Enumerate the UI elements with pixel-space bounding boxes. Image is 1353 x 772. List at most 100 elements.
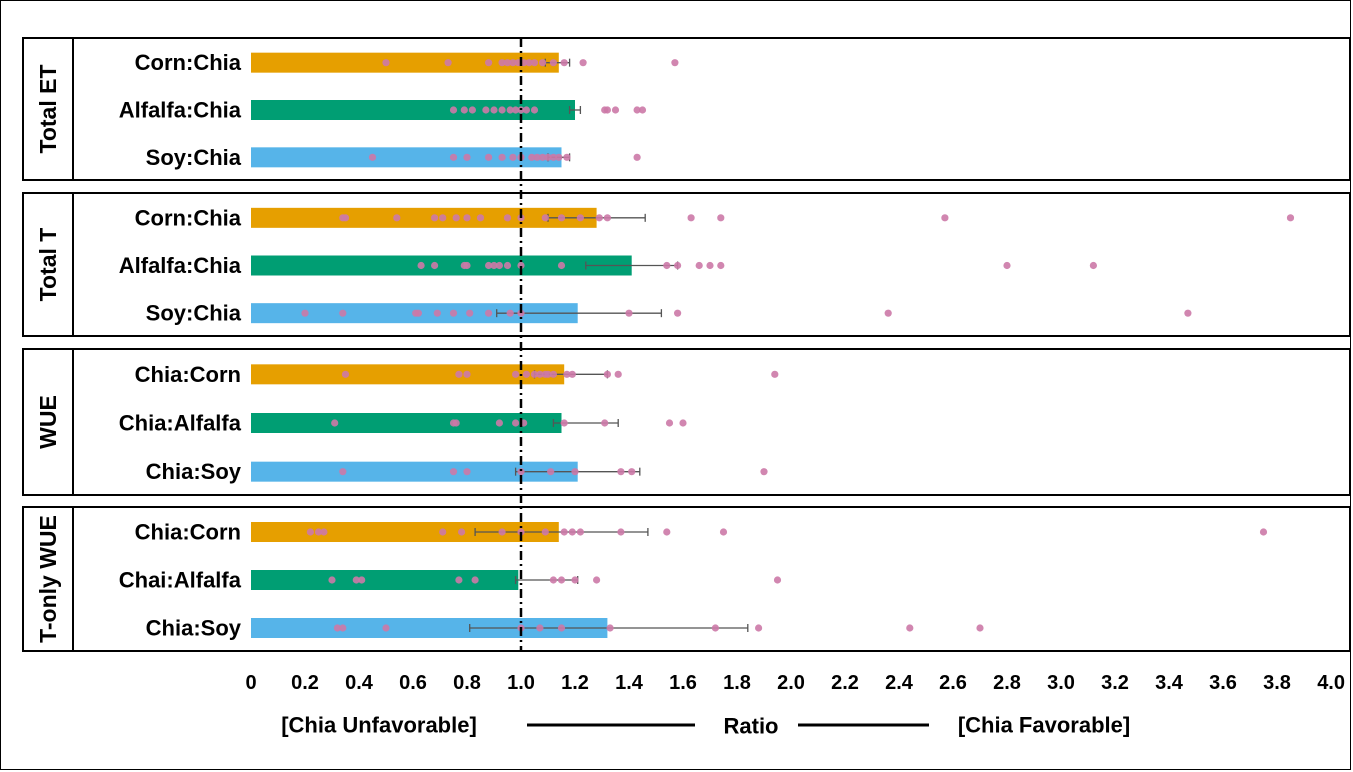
x-tick-label: 0.4 <box>345 672 374 694</box>
data-point <box>463 153 471 161</box>
data-point <box>482 106 490 114</box>
data-point <box>431 261 439 270</box>
data-point <box>517 309 525 317</box>
panel-title: WUE <box>35 395 61 449</box>
panel-title: Total T <box>35 228 61 302</box>
data-point <box>463 468 471 476</box>
data-point <box>339 624 347 632</box>
data-point <box>606 624 614 632</box>
data-point <box>601 419 609 427</box>
x-tick-label: 3.8 <box>1263 672 1291 694</box>
x-tick-label: 0 <box>245 672 256 694</box>
data-point <box>530 106 539 114</box>
category-label: Alfalfa:Chia <box>119 253 242 278</box>
data-point <box>449 468 458 476</box>
data-point <box>433 309 441 317</box>
x-tick-label: 3.6 <box>1209 672 1237 694</box>
data-point <box>614 370 622 378</box>
bar <box>251 570 519 590</box>
data-point <box>628 468 636 476</box>
data-point <box>468 106 476 114</box>
data-point <box>328 576 336 584</box>
category-label: Chia:Alfalfa <box>119 411 242 436</box>
data-point <box>773 576 782 584</box>
x-tick-label: 2.2 <box>831 672 859 694</box>
data-point <box>463 214 471 222</box>
bar <box>251 100 575 120</box>
panel-title: T-only WUE <box>35 515 61 643</box>
bar <box>251 147 562 168</box>
x-tick-label: 2.4 <box>885 672 914 694</box>
data-point <box>539 59 547 67</box>
data-point <box>341 370 350 378</box>
data-point <box>906 624 914 632</box>
data-point <box>663 528 671 536</box>
data-point <box>557 624 566 632</box>
category-label: Corn:Chia <box>135 50 242 75</box>
data-point <box>695 261 703 270</box>
panel-title-box <box>22 192 74 337</box>
category-label: Soy:Chia <box>146 145 242 170</box>
bar <box>251 255 632 276</box>
data-point <box>471 576 479 584</box>
x-tick-label: 2.8 <box>993 672 1021 694</box>
data-point <box>506 106 514 114</box>
right-annotation: [Chia Favorable] <box>958 713 1130 738</box>
data-point <box>509 153 517 161</box>
data-point <box>536 624 544 632</box>
data-point <box>541 214 549 222</box>
data-point <box>663 261 671 270</box>
data-point <box>674 309 682 317</box>
category-label: Chai:Alfalfa <box>119 568 242 593</box>
data-point <box>511 106 520 114</box>
x-tick-label: 0.2 <box>291 672 319 694</box>
panel-title-box <box>22 506 74 652</box>
x-tick-label: 0.6 <box>399 672 427 694</box>
data-point <box>884 309 892 317</box>
x-tick-label: 1.0 <box>507 672 535 694</box>
data-point <box>706 261 714 270</box>
panel-title: Total ET <box>35 64 61 153</box>
data-point <box>414 309 422 317</box>
category-label: Chia:Corn <box>135 520 241 545</box>
data-point <box>530 370 539 378</box>
data-point <box>439 528 447 536</box>
category-label: Chia:Corn <box>135 362 241 387</box>
data-point <box>560 419 568 427</box>
category-label: Soy:Chia <box>146 301 242 326</box>
data-point <box>352 576 360 584</box>
data-point <box>617 468 625 476</box>
data-point <box>671 59 679 67</box>
x-tick-label: 1.8 <box>723 672 751 694</box>
data-point <box>611 106 620 114</box>
category-label: Chia:Soy <box>146 616 242 641</box>
data-point <box>719 528 728 536</box>
data-point <box>603 214 612 222</box>
x-tick-label: 1.2 <box>561 672 589 694</box>
data-point <box>449 309 458 317</box>
data-point <box>460 106 468 114</box>
category-label: Chia:Soy <box>146 459 242 484</box>
data-point <box>490 106 498 114</box>
data-point <box>557 576 566 584</box>
data-point <box>560 59 568 67</box>
data-point <box>301 309 309 317</box>
data-point <box>439 214 447 222</box>
data-point <box>320 528 328 536</box>
data-point <box>549 59 558 67</box>
data-point <box>711 624 720 632</box>
data-point <box>1089 261 1097 270</box>
data-point <box>452 419 460 427</box>
bar <box>251 364 565 385</box>
data-point <box>557 261 566 270</box>
data-point <box>547 468 555 476</box>
data-point <box>522 370 531 378</box>
data-point <box>571 576 579 584</box>
data-point <box>341 214 350 222</box>
data-point <box>557 214 566 222</box>
data-point <box>525 59 533 67</box>
data-point <box>593 576 601 584</box>
data-point <box>549 370 558 378</box>
data-point <box>717 261 725 270</box>
